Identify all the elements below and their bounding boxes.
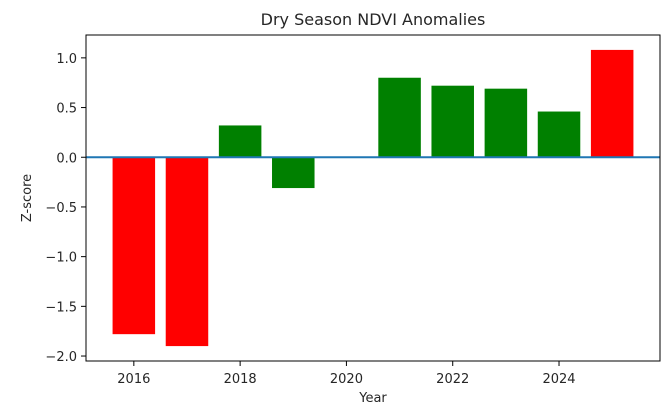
bar-2019 — [272, 157, 315, 189]
y-tick-label-4: −1.0 — [45, 251, 77, 266]
chart-title: Dry Season NDVI Anomalies — [261, 10, 486, 29]
bar-2024 — [537, 111, 581, 158]
x-tick-label-2018: 2018 — [224, 372, 257, 387]
bar-2023 — [484, 88, 528, 158]
x-tick-label-2020: 2020 — [330, 372, 363, 387]
y-tick-label-3: −0.5 — [45, 201, 77, 216]
x-tick-label-2016: 2016 — [117, 372, 150, 387]
x-tick-label-2022: 2022 — [436, 372, 469, 387]
bar-2016 — [112, 157, 156, 335]
bar-2018 — [218, 125, 262, 158]
bar-2017 — [165, 157, 209, 347]
bar-2025 — [590, 49, 634, 158]
y-tick-label-2: 0.0 — [56, 151, 77, 166]
bar-2021 — [378, 77, 421, 158]
x-ticks: 2016 2018 2020 2022 2024 — [117, 361, 576, 387]
plot-frame — [85, 34, 661, 362]
x-tick-label-2024: 2024 — [542, 372, 575, 387]
y-tick-label-1: 0.5 — [56, 102, 77, 117]
x-axis-label: Year — [358, 391, 387, 405]
y-tick-label-0: 1.0 — [56, 52, 77, 67]
bar-2022 — [431, 85, 474, 158]
y-ticks: 1.0 0.5 0.0 −0.5 −1.0 −1.5 −2.0 — [45, 52, 86, 365]
y-tick-label-6: −2.0 — [45, 350, 77, 365]
y-tick-label-5: −1.5 — [45, 300, 77, 315]
bars-group — [112, 49, 634, 347]
y-axis-label: Z-score — [20, 174, 35, 222]
